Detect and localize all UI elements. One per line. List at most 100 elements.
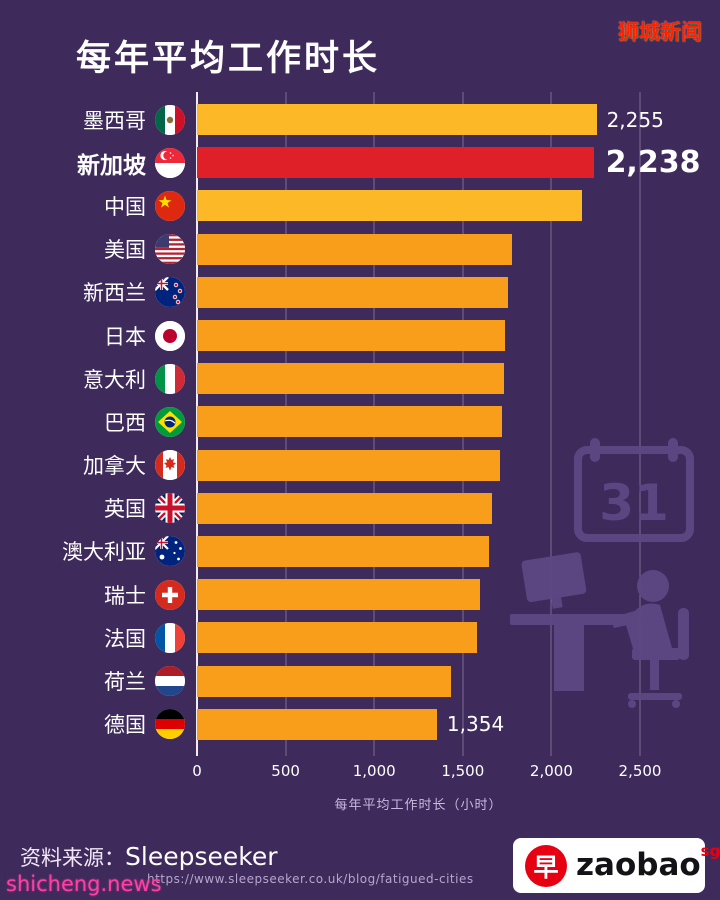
value-bar[interactable] — [197, 276, 508, 308]
value-bar[interactable] — [197, 190, 583, 222]
row-label-zone: 英国 — [0, 493, 197, 524]
row-label-zone: 日本 — [0, 320, 197, 351]
country-label: 英国 — [104, 497, 146, 522]
country-label: 加拿大 — [83, 454, 146, 479]
chart-row: 德国 1,354 — [0, 703, 720, 746]
country-label: 日本 — [104, 324, 146, 349]
row-label-zone: 新西兰 — [0, 277, 197, 308]
x-ticks: 0 500 1,000 1,500 2,000 2,500 — [192, 762, 661, 784]
value-bar[interactable] — [197, 535, 489, 567]
chart-row: 中国 — [0, 184, 720, 227]
chart-rows: 墨西哥 2,255 新加坡 2,238 中国美国新西兰日本意大利巴西加拿大英国澳大利亚瑞… — [0, 98, 720, 746]
gridline — [639, 92, 641, 756]
page-title: 每年平均工作时长 — [76, 39, 381, 79]
row-label-zone: 荷兰 — [0, 666, 197, 697]
flag-mexico-icon — [155, 104, 185, 135]
row-label-zone: 加拿大 — [0, 450, 197, 481]
row-bar-zone — [197, 579, 720, 611]
row-label-zone: 美国 — [0, 234, 197, 265]
row-bar-zone — [197, 622, 720, 654]
x-tick-label: 2,500 — [618, 762, 662, 780]
row-bar-zone: 2,238 — [197, 145, 720, 180]
country-label: 墨西哥 — [83, 108, 146, 133]
row-label-zone: 意大利 — [0, 363, 197, 394]
row-label-zone: 瑞士 — [0, 579, 197, 610]
flag-new_zealand-icon — [155, 277, 185, 308]
flag-australia-icon — [155, 536, 185, 567]
source-label: 资料来源： — [20, 846, 125, 870]
row-label-zone: 墨西哥 — [0, 104, 197, 135]
source-url[interactable]: https://www.sleepseeker.co.uk/blog/fatig… — [147, 872, 474, 886]
value-bar[interactable] — [197, 406, 502, 438]
value-bar[interactable] — [197, 708, 437, 740]
chart-row: 巴西 — [0, 400, 720, 443]
row-bar-zone — [197, 449, 720, 481]
country-label: 澳大利亚 — [62, 540, 146, 565]
value-bar[interactable] — [197, 147, 594, 179]
chart-row: 新加坡 2,238 — [0, 141, 720, 184]
country-label: 瑞士 — [104, 583, 146, 608]
row-bar-zone — [197, 665, 720, 697]
chart-row: 瑞士 — [0, 573, 720, 616]
value-bar[interactable] — [197, 233, 513, 265]
x-tick-label: 1,000 — [352, 762, 396, 780]
row-label-zone: 中国 — [0, 190, 197, 221]
chart-row: 荷兰 — [0, 659, 720, 702]
row-label-zone: 巴西 — [0, 406, 197, 437]
value-bar[interactable] — [197, 579, 480, 611]
country-label: 法国 — [104, 626, 146, 651]
country-label: 荷兰 — [104, 670, 146, 695]
x-tick-label: 500 — [271, 762, 300, 780]
country-label: 新加坡 — [77, 152, 146, 179]
zaobao-logo-icon: 早 — [525, 844, 567, 887]
row-bar-zone — [197, 233, 720, 265]
value-bar[interactable] — [197, 622, 477, 654]
value-bar[interactable] — [197, 320, 505, 352]
flag-japan-icon — [155, 320, 185, 351]
row-bar-zone — [197, 190, 720, 222]
chart-row: 英国 — [0, 487, 720, 530]
row-bar-zone — [197, 320, 720, 352]
site-watermark: shicheng.news — [6, 872, 162, 896]
zaobao-logo-text: zaobaosg — [576, 842, 720, 883]
country-label: 德国 — [104, 713, 146, 738]
chart-row: 法国 — [0, 616, 720, 659]
value-bar[interactable] — [197, 665, 452, 697]
x-tick-label: 0 — [192, 762, 202, 780]
x-axis-label: 每年平均工作时长（小时） — [334, 798, 503, 813]
chart-row: 新西兰 — [0, 271, 720, 314]
row-label-zone: 新加坡 — [0, 146, 197, 180]
zaobao-logo[interactable]: 早 zaobaosg — [513, 838, 720, 893]
country-label: 中国 — [104, 194, 146, 219]
value-bar[interactable] — [197, 449, 500, 481]
row-bar-zone — [197, 276, 720, 308]
flag-china-icon — [155, 190, 185, 221]
row-bar-zone — [197, 492, 720, 524]
value-bar[interactable] — [197, 363, 504, 395]
country-label: 新西兰 — [83, 281, 146, 306]
chart-row: 加拿大 — [0, 444, 720, 487]
flag-italy-icon — [155, 363, 185, 394]
bar-value-label: 2,255 — [606, 107, 664, 132]
flag-netherlands-icon — [155, 666, 185, 697]
value-bar[interactable] — [197, 104, 597, 136]
value-bar[interactable] — [197, 492, 493, 524]
source-line: 资料来源：Sleepseeker — [20, 842, 277, 872]
flag-canada-icon — [155, 450, 185, 481]
row-label-zone: 法国 — [0, 622, 197, 653]
flag-switzerland-icon — [155, 579, 185, 610]
x-tick-label: 1,500 — [441, 762, 485, 780]
country-label: 巴西 — [104, 410, 146, 435]
chart-row: 澳大利亚 — [0, 530, 720, 573]
flag-usa-icon — [155, 234, 185, 265]
zaobao-logo-sg: sg — [700, 842, 720, 860]
chart-row: 日本 — [0, 314, 720, 357]
row-bar-zone — [197, 406, 720, 438]
chart-row: 墨西哥 2,255 — [0, 98, 720, 141]
bar-value-label: 1,354 — [446, 712, 505, 737]
row-bar-zone: 2,255 — [197, 104, 720, 136]
country-label: 意大利 — [83, 367, 146, 392]
flag-brazil-icon — [155, 406, 185, 437]
source-name: Sleepseeker — [125, 842, 278, 871]
